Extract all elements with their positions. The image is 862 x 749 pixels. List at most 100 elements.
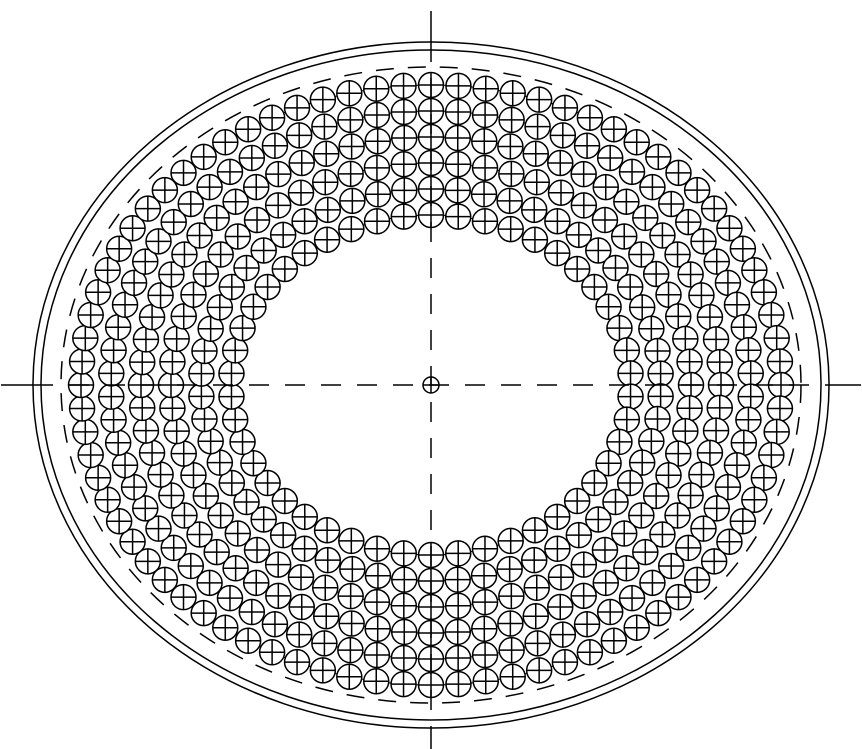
bolt-symbol	[677, 396, 702, 421]
bolt-symbol	[522, 197, 547, 222]
bolt-symbol	[292, 536, 317, 561]
bolt-symbol	[522, 548, 547, 573]
bolt-symbol	[213, 130, 238, 155]
bolt-symbol	[392, 567, 417, 592]
bolt-symbol	[523, 141, 548, 166]
bolt-symbol	[391, 541, 416, 566]
bolt-symbol	[70, 396, 95, 421]
bolt-symbol	[764, 326, 789, 351]
bolt-symbol	[164, 419, 189, 444]
bolt-symbol	[473, 155, 498, 180]
bolt-symbol	[497, 188, 522, 213]
bolt-symbol	[445, 178, 470, 203]
bolt-symbol	[365, 616, 390, 641]
bolt-symbol	[618, 361, 643, 386]
bolt-symbol	[445, 619, 470, 644]
bolt-symbol	[78, 302, 103, 327]
bolt-symbol	[645, 407, 670, 432]
bolt-symbol	[266, 583, 291, 608]
bolt-symbol	[704, 327, 729, 352]
bolt-symbol	[289, 180, 314, 205]
bolt-symbol	[285, 650, 310, 675]
bolt-symbol	[262, 133, 287, 158]
bolt-symbol	[219, 384, 244, 409]
bolt-symbol	[527, 87, 552, 112]
bolt-symbol	[527, 658, 552, 683]
bolt-symbol	[292, 504, 317, 529]
bolt-symbol	[571, 583, 596, 608]
bolt-symbol	[197, 175, 222, 200]
bolt-symbol	[552, 650, 577, 675]
bolt-symbol	[549, 565, 574, 590]
bolt-symbol	[724, 292, 749, 317]
bolt-symbol	[292, 209, 317, 234]
bolt-symbol	[751, 465, 776, 490]
bolt-symbol	[219, 361, 244, 386]
bolt-symbol	[500, 664, 525, 689]
bolt-symbol	[391, 646, 416, 671]
bolt-symbol	[472, 182, 497, 207]
bolt-symbol	[391, 99, 416, 124]
bolt-symbol	[339, 611, 364, 636]
bolt-symbol	[731, 315, 756, 340]
bolt-symbol	[312, 631, 337, 656]
bolt-symbol	[101, 338, 126, 363]
bolt-symbol	[365, 209, 390, 234]
bolt-symbol	[704, 418, 729, 443]
bolt-symbol	[673, 419, 698, 444]
bolt-symbol	[223, 407, 248, 432]
bolt-symbol	[550, 622, 575, 647]
bolt-symbol	[315, 548, 340, 573]
bolt-symbol	[392, 619, 417, 644]
bolt-symbol	[552, 95, 577, 120]
bolt-symbol	[473, 643, 498, 668]
bolt-symbol	[339, 134, 364, 159]
bolt-symbol	[244, 175, 269, 200]
bolt-symbol	[86, 465, 111, 490]
bolt-symbol	[738, 384, 763, 409]
bolt-symbol	[101, 407, 126, 432]
bolt-symbol	[648, 384, 673, 409]
bolt-symbol	[545, 536, 570, 561]
bolt-symbol	[192, 338, 217, 363]
bolt-symbol	[364, 102, 389, 127]
bolt-symbol	[707, 395, 732, 420]
bolt-symbol	[751, 280, 776, 305]
bolt-symbol	[498, 611, 523, 636]
bolt-symbol	[217, 159, 242, 184]
bolt-symbol	[364, 76, 389, 101]
bolt-symbol	[391, 73, 416, 98]
bolt-symbol	[601, 117, 626, 142]
bolt-symbol	[365, 182, 390, 207]
bolt-symbol	[391, 204, 416, 229]
bolt-symbol	[130, 350, 155, 375]
bolt-symbol	[130, 395, 155, 420]
bolt-symbol	[245, 208, 270, 233]
bolt-symbol	[239, 600, 264, 625]
bolt-symbol	[666, 304, 691, 329]
bolt-symbol	[262, 612, 287, 637]
bolt-symbol	[189, 384, 214, 409]
bolt-symbol	[707, 350, 732, 375]
bolt-symbol	[287, 622, 312, 647]
bolt-symbol	[618, 384, 643, 409]
bolt-symbol	[338, 638, 363, 663]
bolt-symbol	[315, 197, 340, 222]
bolt-symbol	[391, 152, 416, 177]
bolt-symbol	[315, 227, 340, 252]
bolt-symbol	[392, 178, 417, 203]
bolt-symbol	[266, 552, 291, 577]
bolt-symbol	[731, 430, 756, 455]
bolt-symbol	[645, 338, 670, 363]
bolt-symbol	[260, 105, 285, 130]
bolt-symbol	[499, 107, 524, 132]
bolt-symbol	[217, 586, 242, 611]
bolt-symbol	[624, 130, 649, 155]
bolt-symbol	[310, 658, 335, 683]
bolt-symbol	[160, 349, 185, 374]
bolt-symbol	[759, 302, 784, 327]
bolt-symbol	[133, 418, 158, 443]
bolt-symbol	[767, 349, 792, 374]
bolt-symbol	[524, 170, 549, 195]
bolt-symbol	[391, 593, 416, 618]
